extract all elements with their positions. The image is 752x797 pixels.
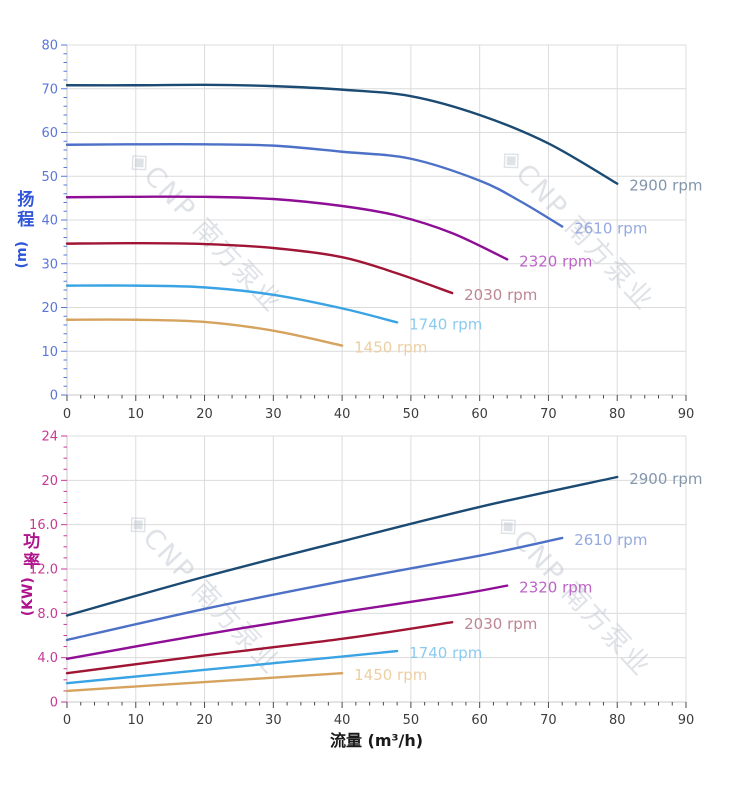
- curve-1450-rpm: [65, 318, 344, 347]
- series-label-2900-rpm: 2900 rpm: [629, 470, 702, 488]
- y-axis-title-head-text: 扬程: [13, 190, 34, 230]
- curve-2320-rpm: [65, 195, 509, 261]
- series-label-2320-rpm: 2320 rpm: [519, 252, 592, 270]
- y-tick-label: 10: [41, 345, 58, 360]
- y-tick-label: 4.0: [37, 651, 58, 666]
- series-label-1740-rpm: 1740 rpm: [409, 644, 482, 662]
- series-label-2610-rpm: 2610 rpm: [574, 531, 647, 549]
- y-tick-label: 0: [50, 696, 58, 711]
- y-tick-label: 24: [41, 430, 58, 445]
- curve-2610-rpm: [65, 142, 564, 228]
- curve-2320-rpm: [65, 584, 509, 660]
- y-tick-label: 8.0: [37, 607, 58, 622]
- series-label-2030-rpm: 2030 rpm: [464, 615, 537, 633]
- x-tick-label: 50: [403, 407, 420, 422]
- x-tick-label: 30: [265, 407, 282, 422]
- curve-1740-rpm: [65, 649, 399, 685]
- x-tick-label: 30: [265, 713, 282, 728]
- x-tick-label: 90: [678, 407, 695, 422]
- y-tick-label: 30: [41, 257, 58, 272]
- x-tick-label: 50: [403, 713, 420, 728]
- x-tick-label: 60: [471, 713, 488, 728]
- series-label-2320-rpm: 2320 rpm: [519, 579, 592, 597]
- x-tick-label: 60: [471, 407, 488, 422]
- x-tick-label: 90: [678, 713, 695, 728]
- y-tick-label: 70: [41, 82, 58, 97]
- y-tick-label: 12.0: [29, 563, 58, 578]
- curve-2610-rpm: [65, 536, 564, 642]
- x-tick-label: 80: [609, 407, 626, 422]
- y-tick-label: 20: [41, 301, 58, 316]
- series-label-1450-rpm: 1450 rpm: [354, 666, 427, 684]
- y-axis-title-power-unit: (KW): [19, 577, 36, 617]
- curve-2030-rpm: [65, 621, 454, 675]
- x-tick-label: 10: [128, 407, 145, 422]
- y-tick-label: 0: [50, 389, 58, 404]
- series-label-1740-rpm: 1740 rpm: [409, 315, 482, 333]
- curve-1740-rpm: [65, 284, 399, 324]
- y-tick-label: 50: [41, 170, 58, 185]
- x-tick-label: 70: [540, 407, 557, 422]
- y-axis-title-power: 功率 (KW): [9, 532, 48, 616]
- x-tick-label: 20: [196, 407, 213, 422]
- x-tick-label: 70: [540, 713, 557, 728]
- x-tick-label: 40: [334, 407, 351, 422]
- series-label-2610-rpm: 2610 rpm: [574, 220, 647, 238]
- y-tick-label: 20: [41, 474, 58, 489]
- y-axis-title-head-unit: (m): [13, 241, 30, 269]
- curve-1450-rpm: [65, 671, 344, 693]
- x-tick-label: 0: [63, 713, 71, 728]
- y-tick-label: 80: [41, 39, 58, 54]
- y-axis-title-head: 扬程 (m): [9, 190, 36, 268]
- series-label-2030-rpm: 2030 rpm: [464, 286, 537, 304]
- x-tick-label: 80: [609, 713, 626, 728]
- y-tick-label: 16.0: [29, 518, 58, 533]
- y-tick-label: 60: [41, 126, 58, 141]
- x-tick-label: 0: [63, 407, 71, 422]
- series-label-2900-rpm: 2900 rpm: [629, 177, 702, 195]
- curve-2900-rpm: [65, 475, 619, 617]
- curve-2030-rpm: [65, 241, 454, 295]
- y-axis-title-power-text: 功率: [19, 532, 40, 572]
- curve-2900-rpm: [65, 83, 619, 185]
- x-tick-label: 10: [128, 713, 145, 728]
- series-label-1450-rpm: 1450 rpm: [354, 339, 427, 357]
- x-axis-title: 流量 (m³/h): [329, 731, 424, 750]
- x-tick-label: 40: [334, 713, 351, 728]
- y-tick-label: 40: [41, 214, 58, 229]
- x-tick-label: 20: [196, 713, 213, 728]
